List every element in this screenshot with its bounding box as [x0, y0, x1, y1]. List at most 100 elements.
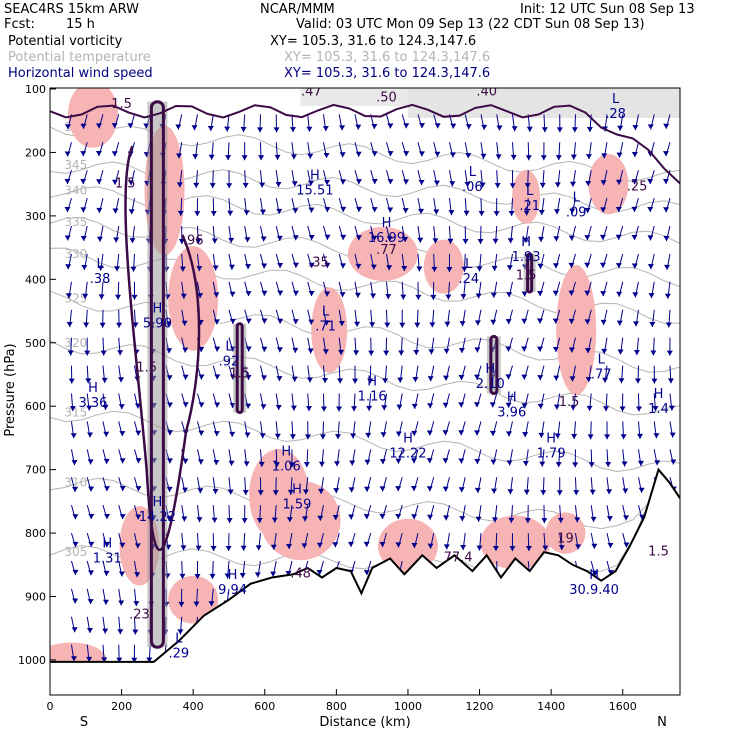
wind-arrowhead-640: [637, 433, 644, 439]
org-label: NCAR/MMM: [260, 2, 335, 17]
wind-arrowhead-615: [615, 179, 622, 185]
wind-arrowhead-256: [276, 347, 283, 353]
wind-arrowhead-552: [552, 290, 559, 296]
wind-arrowhead-196: [224, 126, 231, 132]
wind-arrowhead-527: [524, 518, 531, 524]
wind-arrowhead-510: [507, 489, 514, 495]
wind-arrowhead-24: [80, 236, 87, 242]
extremum-value-3: 5.90: [143, 317, 172, 332]
extremum-kind-5: L: [175, 631, 183, 646]
wind-arrowhead-537: [536, 318, 543, 324]
wind-arrowhead-276: [289, 434, 296, 440]
pv-label-11: 1.5: [559, 395, 580, 410]
wind-arrowhead-521: [521, 346, 528, 352]
wind-arrowhead-15: [72, 541, 79, 547]
wind-arrowhead-443: [442, 430, 449, 436]
wind-arrowhead-414: [411, 514, 418, 520]
wind-arrowhead-427: [426, 430, 433, 436]
wind-arrowhead-45: [97, 265, 104, 271]
wind-arrowhead-627: [623, 515, 630, 521]
extremum-kind-0: H: [102, 536, 112, 551]
wind-arrowhead-270: [293, 262, 300, 268]
wind-arrowhead-140: [175, 124, 182, 130]
wind-arrowhead-75: [119, 542, 126, 548]
wind-arrowhead-9: [68, 378, 75, 384]
south-end-label: S: [80, 715, 88, 730]
wind-arrowhead-84: [129, 238, 136, 244]
wind-arrowhead-512: [509, 546, 516, 552]
wind-arrowhead-576: [574, 517, 581, 523]
wind-arrowhead-647: [647, 206, 654, 212]
wind-arrowhead-364: [363, 514, 370, 520]
wind-arrowhead-625: [621, 461, 628, 467]
wind-arrowhead-218: [244, 237, 251, 243]
extremum-kind-15: L: [465, 257, 473, 272]
wind-arrowhead-282: [306, 126, 313, 132]
wind-arrowhead-67: [116, 322, 123, 328]
wind-arrowhead-370: [387, 207, 394, 213]
wind-arrowhead-375: [383, 350, 390, 356]
wind-arrowhead-241: [260, 404, 267, 410]
wind-arrowhead-660: [662, 178, 669, 184]
wind-arrowhead-235: [260, 236, 267, 242]
wind-arrowhead-490: [489, 402, 496, 408]
wind-speed-patch-10: [260, 480, 341, 561]
wind-arrowhead-165: [197, 293, 204, 299]
wind-speed-patch-6: [347, 226, 418, 281]
wind-arrowhead-300: [323, 152, 330, 158]
wind-arrowhead-557: [554, 433, 561, 439]
wind-arrowhead-289: [308, 319, 315, 325]
wind-arrowhead-314: [316, 542, 323, 548]
wind-arrowhead-383: [403, 123, 410, 129]
wind-arrowhead-619: [616, 291, 623, 297]
wind-arrowhead-354: [371, 235, 378, 241]
wind-arrowhead-61: [111, 151, 118, 157]
wind-arrowhead-160: [192, 154, 199, 160]
x-tick-label-400: 400: [183, 700, 204, 713]
wind-arrowhead-633: [631, 234, 638, 240]
wind-arrowhead-444: [442, 458, 449, 464]
wind-arrowhead-378: [380, 432, 387, 438]
y-tick-label-500: 500: [25, 337, 46, 350]
extremum-kind-24: H: [654, 387, 664, 402]
wind-arrowhead-224: [245, 403, 252, 409]
wind-arrowhead-599: [600, 207, 607, 213]
pv-label-13: .23: [129, 608, 150, 623]
wind-arrowhead-475: [474, 430, 481, 436]
wind-arrowhead-41: [95, 151, 102, 157]
wind-arrowhead-278: [287, 489, 294, 495]
wind-arrowhead-18: [71, 627, 78, 633]
wind-arrowhead-371: [386, 236, 393, 242]
wind-arrowhead-170: [198, 430, 205, 436]
wind-arrowhead-76: [118, 571, 125, 577]
wind-arrowhead-538: [536, 346, 543, 352]
wind-arrowhead-579: [586, 126, 593, 132]
wind-arrowhead-637: [633, 350, 640, 356]
extremum-value-25: 30.9.40: [569, 583, 619, 598]
wind-arrowhead-198: [226, 183, 233, 189]
wind-arrowhead-228: [241, 518, 248, 524]
wind-arrowhead-279: [286, 517, 293, 523]
wind-arrowhead-12: [71, 460, 78, 466]
wind-arrowhead-343: [351, 406, 358, 412]
wind-arrowhead-363: [364, 486, 371, 492]
wind-arrowhead-240: [261, 375, 268, 381]
wind-arrowhead-406: [415, 294, 422, 300]
wind-arrowhead-251: [276, 208, 283, 214]
wind-arrowhead-426: [427, 403, 434, 409]
wind-arrowhead-355: [370, 264, 377, 270]
extremum-value-7: 9.94: [218, 583, 247, 598]
wind-arrowhead-515: [524, 183, 531, 189]
wind-arrowhead-27: [83, 322, 90, 328]
wind-arrowhead-470: [475, 293, 482, 299]
extremum-kind-17: H: [485, 362, 495, 377]
wind-arrowhead-478: [475, 516, 482, 522]
wind-arrowhead-530: [541, 127, 548, 133]
wind-arrowhead-310: [319, 434, 326, 440]
wind-arrowhead-666: [666, 350, 673, 356]
wind-arrowhead-217: [243, 210, 250, 216]
wind-arrowhead-429: [426, 486, 433, 492]
y-tick-label-1000: 1000: [18, 654, 46, 667]
wind-arrowhead-59: [101, 657, 108, 663]
wind-arrowhead-482: [494, 183, 501, 189]
